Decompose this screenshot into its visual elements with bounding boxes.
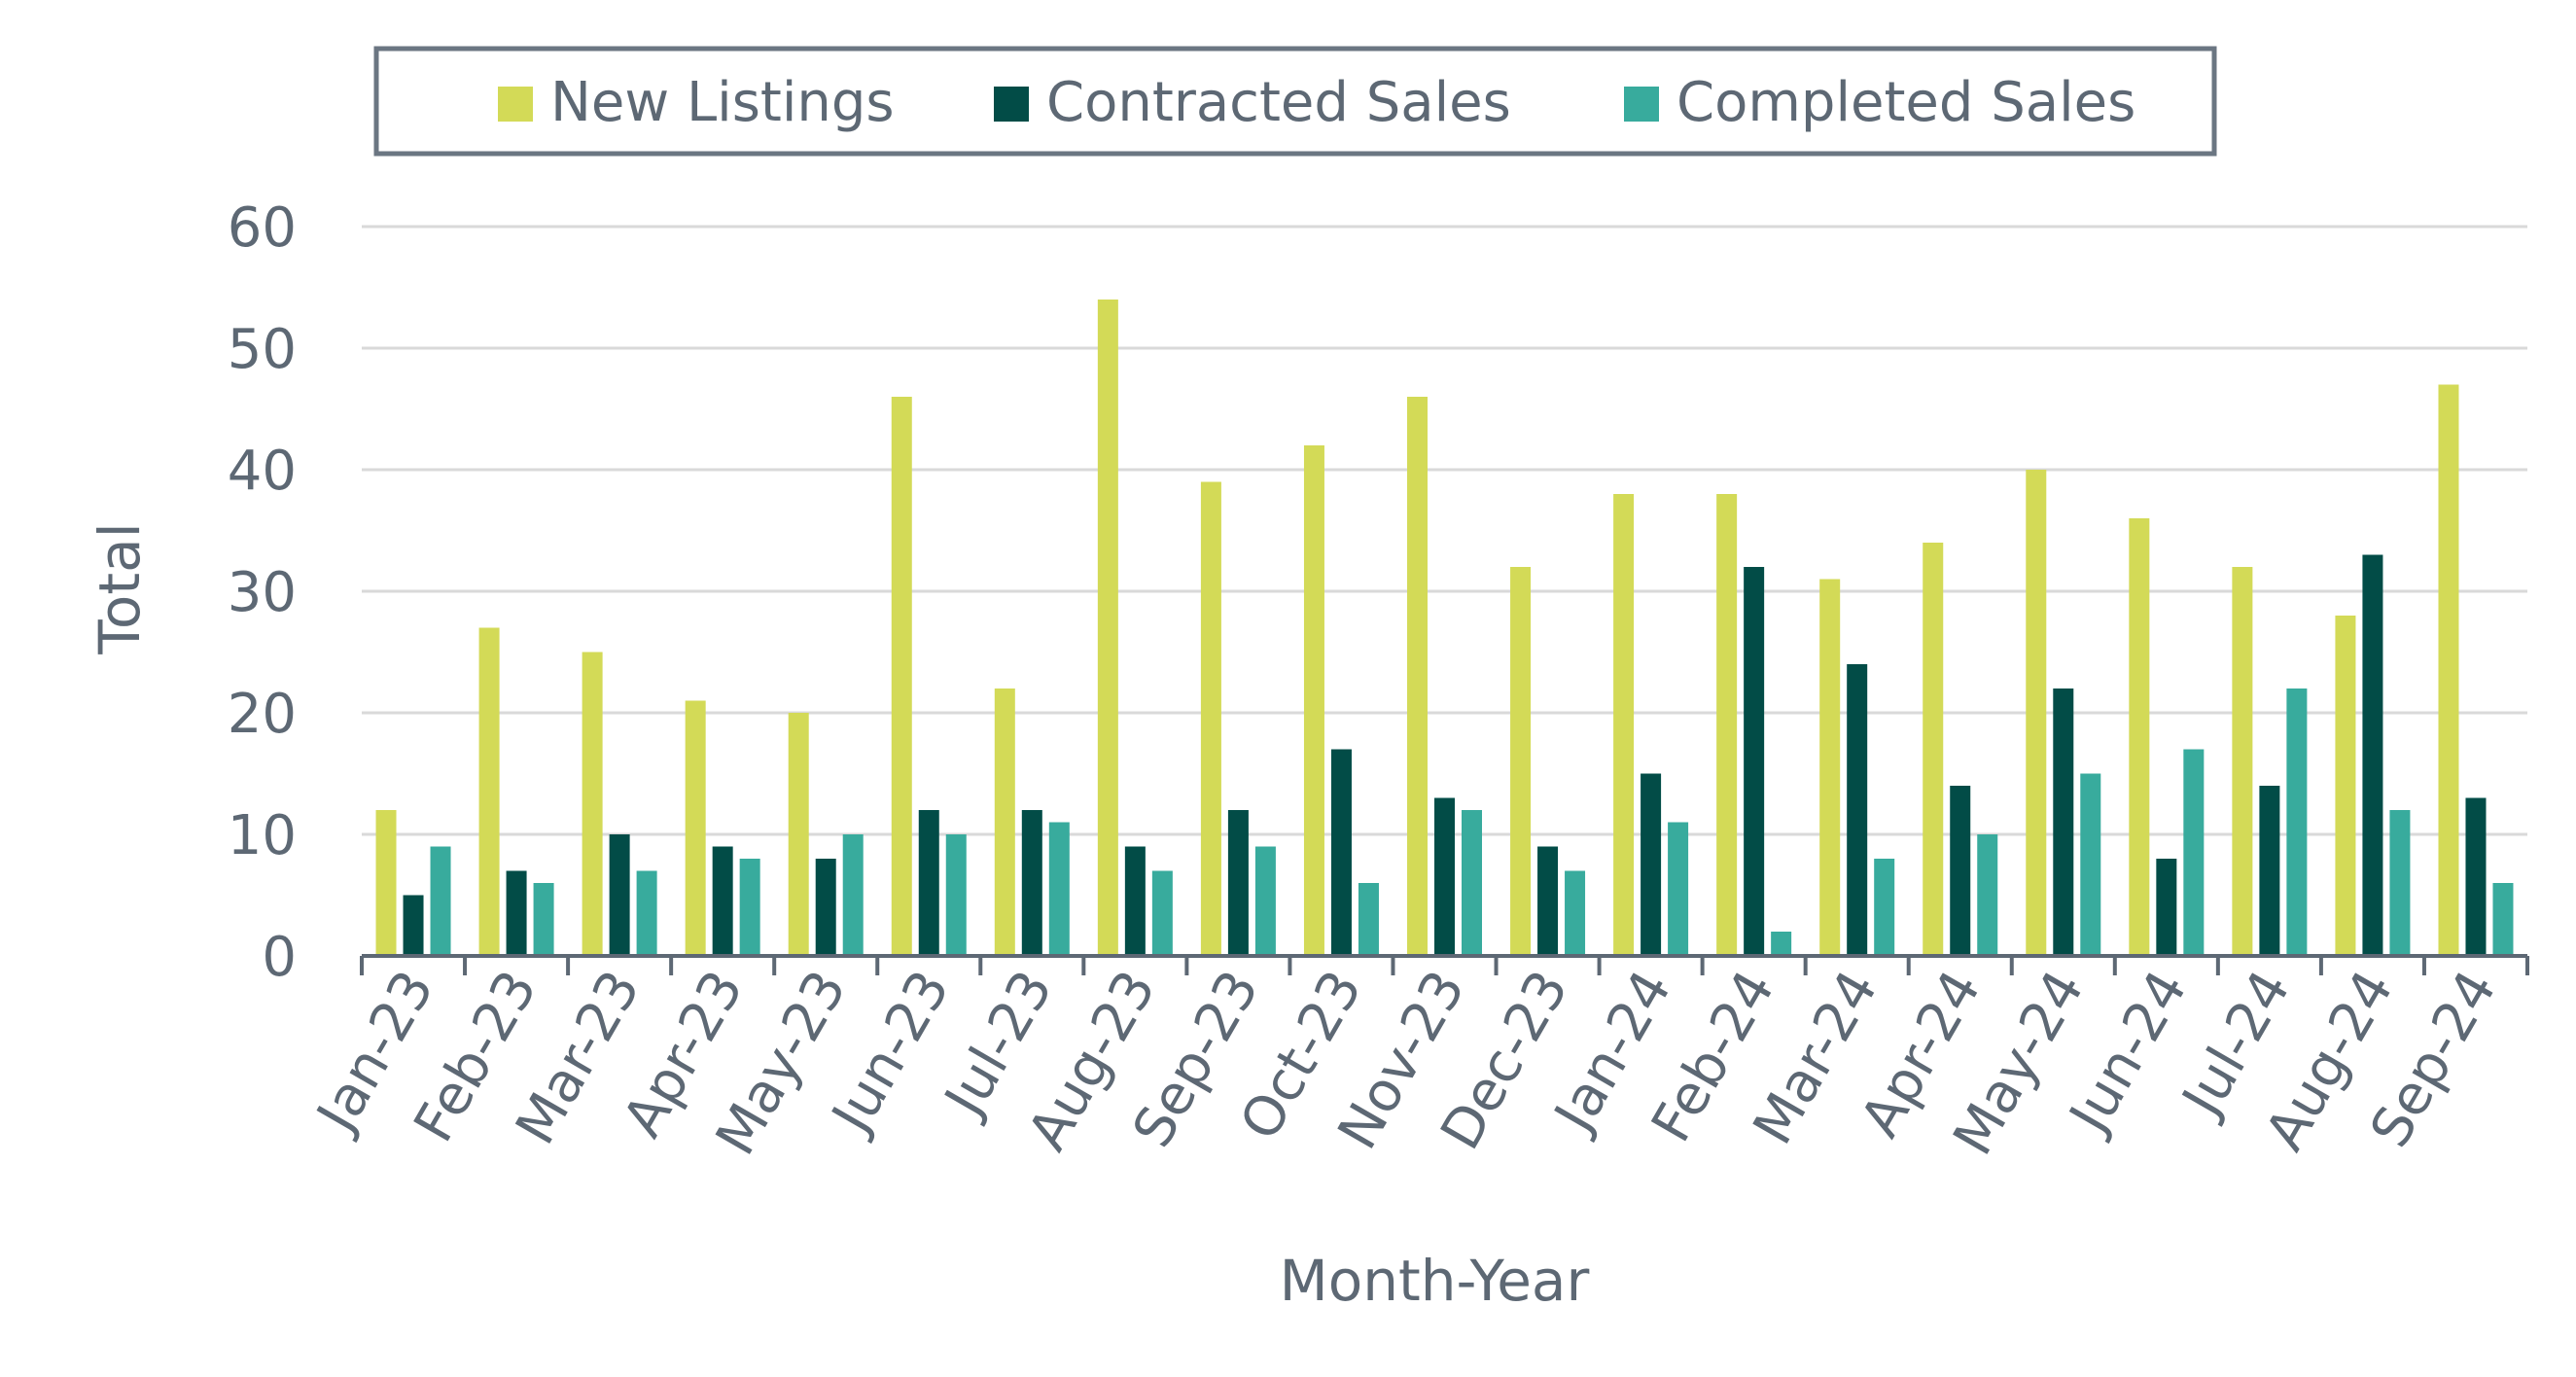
bar-new-listings	[1407, 397, 1428, 956]
legend-swatch-completed-sales	[1624, 87, 1659, 122]
bar-completed-sales	[1462, 810, 1482, 956]
y-tick-label: 10	[228, 804, 297, 867]
bar-contracted-sales	[1330, 749, 1352, 956]
legend-box	[373, 46, 2217, 157]
bar-new-listings	[891, 397, 912, 956]
bar-contracted-sales	[1021, 810, 1042, 956]
bar-completed-sales	[2492, 883, 2514, 956]
bar-completed-sales	[636, 870, 657, 956]
bar-completed-sales	[1151, 870, 1173, 956]
bar-completed-sales	[2389, 810, 2411, 956]
bar-new-listings	[1200, 481, 1221, 956]
bar-new-listings	[1097, 300, 1118, 956]
y-tick-label: 60	[228, 196, 297, 260]
bar-new-listings	[2438, 384, 2459, 956]
legend-label-completed-sales: Completed Sales	[1676, 71, 2135, 134]
bar-new-listings	[2232, 567, 2253, 956]
bar-new-listings	[2335, 616, 2356, 956]
bar-contracted-sales	[2465, 797, 2487, 956]
bar-completed-sales	[842, 834, 864, 956]
legend-swatch-new-listings	[498, 87, 533, 122]
bar-contracted-sales	[2156, 859, 2177, 956]
bar-new-listings	[788, 713, 809, 956]
y-tick-label: 20	[228, 683, 297, 746]
bar-contracted-sales	[1227, 810, 1249, 956]
bar-new-listings	[1510, 567, 1532, 956]
bar-new-listings	[2129, 518, 2150, 956]
bar-completed-sales	[1358, 883, 1379, 956]
bar-new-listings	[1613, 494, 1635, 956]
y-axis-ticks: 0 10 20 30 40 50 60	[228, 196, 297, 989]
bar-contracted-sales	[2259, 786, 2280, 956]
bar-contracted-sales	[918, 810, 939, 956]
bar-new-listings	[994, 688, 1015, 956]
bar-completed-sales	[1977, 834, 1998, 956]
y-tick-label: 0	[262, 926, 297, 989]
bar-contracted-sales	[1950, 786, 1971, 956]
bar-new-listings	[685, 700, 706, 956]
bar-contracted-sales	[1744, 567, 1765, 956]
bar-new-listings	[1819, 579, 1841, 956]
bar-new-listings	[478, 627, 500, 956]
bar-completed-sales	[2080, 773, 2101, 956]
gridlines	[362, 225, 2527, 836]
bar-contracted-sales	[609, 834, 630, 956]
bar-new-listings	[1716, 494, 1738, 956]
bar-contracted-sales	[2053, 688, 2074, 956]
x-axis-ticks: Jan-23Feb-23Mar-23Apr-23May-23Jun-23Jul-…	[303, 961, 2509, 1166]
bar-new-listings	[375, 810, 397, 956]
legend-label-contracted-sales: Contracted Sales	[1046, 71, 1511, 134]
bar-contracted-sales	[506, 870, 527, 956]
bar-completed-sales	[2183, 749, 2205, 956]
bar-contracted-sales	[1641, 773, 1662, 956]
bar-completed-sales	[533, 883, 554, 956]
bar-contracted-sales	[403, 895, 424, 956]
bar-completed-sales	[1874, 859, 1895, 956]
bar-contracted-sales	[712, 846, 733, 956]
bar-completed-sales	[1254, 846, 1276, 956]
bar-new-listings	[1303, 445, 1324, 956]
bar-completed-sales	[1048, 822, 1070, 956]
bar-new-listings	[1923, 543, 1944, 956]
y-tick-label: 50	[228, 318, 297, 381]
bar-completed-sales	[1771, 932, 1792, 956]
bar-contracted-sales	[1847, 664, 1868, 956]
bar-completed-sales	[739, 859, 760, 956]
bar-completed-sales	[1668, 822, 1689, 956]
bar-contracted-sales	[1537, 846, 1559, 956]
bar-completed-sales	[430, 846, 451, 956]
legend-swatch-contracted-sales	[994, 87, 1029, 122]
y-tick-label: 40	[228, 440, 297, 503]
x-axis	[360, 954, 2529, 975]
legend: New Listings Contracted Sales Completed …	[373, 46, 2217, 157]
x-axis-title: Month-Year	[1280, 1248, 1590, 1314]
y-axis-title: Total	[87, 522, 153, 654]
bars	[375, 300, 2514, 956]
bar-new-listings	[2026, 470, 2047, 956]
legend-label-new-listings: New Listings	[550, 71, 895, 134]
bar-completed-sales	[2286, 688, 2308, 956]
bar-contracted-sales	[1434, 797, 1455, 956]
bar-new-listings	[582, 652, 603, 956]
y-tick-label: 30	[228, 561, 297, 624]
bar-completed-sales	[945, 834, 967, 956]
bar-contracted-sales	[1124, 846, 1146, 956]
bar-contracted-sales	[815, 859, 836, 956]
bar-completed-sales	[1565, 870, 1586, 956]
bar-contracted-sales	[2362, 554, 2383, 956]
